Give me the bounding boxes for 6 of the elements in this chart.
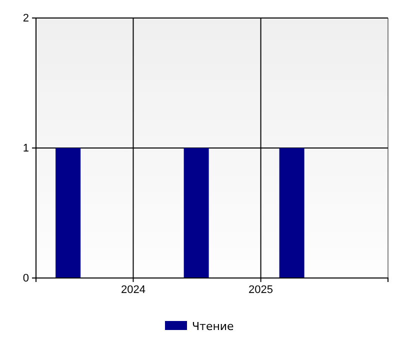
x-tick-label: 2025 [248,284,274,296]
y-tick-label: 2 [22,12,29,25]
x-tick-label: 2024 [120,284,146,296]
y-tick-label: 0 [22,272,29,285]
legend-label: Чтение [192,320,234,333]
y-tick-label: 1 [22,142,29,155]
